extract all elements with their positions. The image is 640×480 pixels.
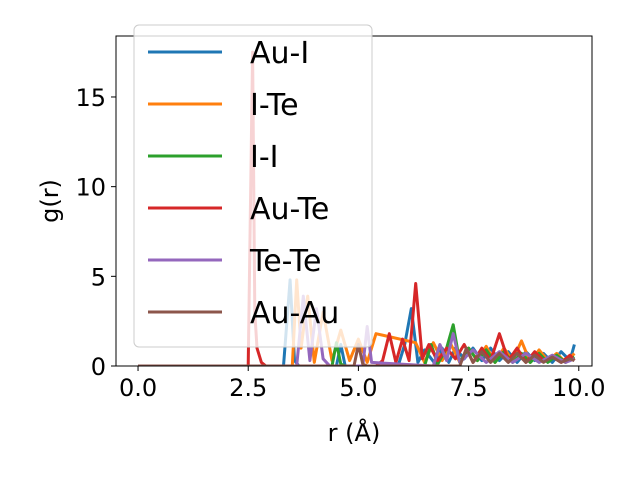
x-axis: 0.0 2.5 5.0 7.5 10.0	[119, 366, 605, 402]
y-tick-label: 15	[75, 84, 106, 112]
legend: Au-I I-Te I-I Au-Te Te-Te Au-Au	[133, 24, 373, 348]
y-tick-label: 5	[91, 263, 106, 291]
x-tick-label: 7.5	[450, 374, 488, 402]
series-line-5	[138, 343, 575, 366]
legend-label-2: I-I	[250, 140, 279, 175]
x-axis-label: r (Å)	[328, 418, 381, 447]
y-tick-label: 10	[75, 174, 106, 202]
legend-label-4: Te-Te	[249, 244, 321, 279]
x-tick-label: 2.5	[229, 374, 267, 402]
legend-label-5: Au-Au	[250, 296, 339, 331]
series-line-3	[138, 50, 576, 366]
legend-label-1: I-Te	[250, 88, 299, 123]
x-tick-label: 10.0	[552, 374, 605, 402]
series-layer	[138, 50, 576, 366]
y-tick-label: 0	[91, 353, 106, 381]
x-tick-label: 0.0	[119, 374, 157, 402]
y-axis: 0 5 10 15	[75, 84, 116, 381]
y-axis-label: g(r)	[36, 179, 64, 223]
legend-label-3: Au-Te	[250, 192, 329, 227]
legend-label-0: Au-I	[250, 36, 309, 71]
x-tick-label: 5.0	[339, 374, 377, 402]
